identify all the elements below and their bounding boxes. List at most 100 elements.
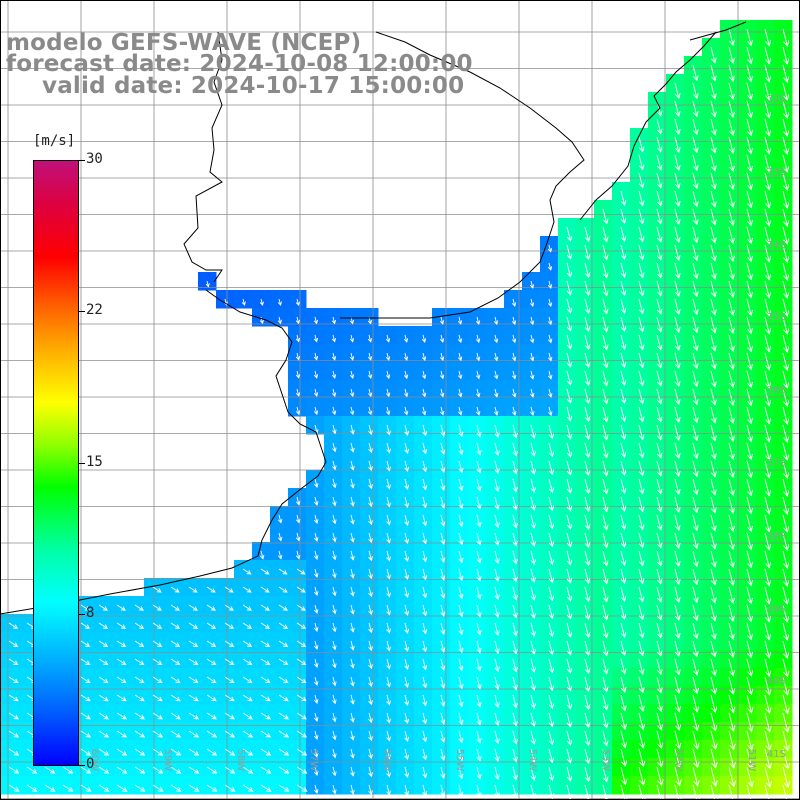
wind-arrow: [98, 712, 109, 720]
wind-arrow: [692, 604, 699, 622]
wind-arrow: [511, 298, 517, 307]
wind-arrow: [422, 514, 428, 527]
wind-arrow: [278, 676, 289, 684]
wind-arrow: [638, 532, 645, 549]
wind-arrow: [764, 622, 772, 641]
wind-arrow: [440, 640, 446, 653]
wind-arrow: [566, 622, 573, 638]
wind-arrow: [782, 370, 790, 389]
wind-arrow: [530, 514, 536, 529]
wind-arrow: [710, 298, 717, 316]
lat-label: 35S: [767, 312, 786, 323]
wind-arrow: [674, 460, 681, 477]
wind-arrow: [403, 406, 409, 416]
wind-arrow: [692, 676, 699, 695]
wind-arrow: [548, 784, 555, 800]
wind-arrow: [746, 604, 753, 623]
wind-arrow: [8, 694, 19, 702]
wind-arrow: [638, 334, 645, 351]
wind-arrow: [439, 370, 445, 380]
wind-arrow: [746, 496, 753, 515]
wind-arrow: [332, 640, 337, 651]
lat-label: 32S: [767, 94, 786, 105]
wind-arrow: [278, 694, 289, 702]
wind-arrow: [674, 172, 681, 189]
wind-arrow: [295, 514, 301, 524]
wind-arrow: [98, 622, 109, 629]
wind-arrow: [8, 766, 20, 774]
wind-arrow: [476, 784, 482, 798]
wind-arrow: [260, 748, 272, 756]
wind-arrow: [764, 514, 772, 533]
wind-arrow: [566, 424, 573, 440]
wind-arrow: [782, 514, 790, 533]
wind-arrow: [332, 694, 337, 705]
wind-arrow: [350, 622, 355, 633]
wind-arrow: [620, 532, 627, 549]
wind-arrow: [746, 586, 753, 605]
wind-arrow: [350, 550, 355, 561]
wind-arrow: [602, 352, 609, 369]
wind-arrow: [710, 478, 717, 496]
wind-arrow: [692, 244, 699, 262]
wind-arrow: [295, 496, 301, 506]
wind-arrow: [368, 712, 373, 724]
wind-arrow: [764, 478, 772, 497]
wind-arrow: [385, 406, 391, 416]
wind-arrow: [350, 496, 355, 507]
wind-arrow: [584, 550, 591, 567]
wind-arrow: [188, 658, 199, 666]
wind-arrow: [656, 190, 663, 207]
wind-arrow: [728, 208, 735, 226]
wind-arrow: [314, 622, 319, 632]
wind-arrow: [458, 712, 464, 726]
wind-arrow: [493, 334, 499, 344]
wind-arrow: [314, 532, 319, 542]
wind-arrow: [530, 586, 536, 601]
wind-arrow: [620, 190, 627, 207]
wind-arrow: [710, 550, 717, 568]
wind-arrow: [548, 676, 555, 692]
wind-arrow: [260, 568, 270, 575]
wind-arrow: [566, 442, 573, 458]
wind-arrow: [170, 658, 181, 666]
wind-arrow: [746, 676, 754, 696]
wind-arrow: [277, 298, 282, 307]
wind-arrow: [584, 532, 591, 549]
wind-arrow: [422, 496, 428, 509]
wind-arrow: [764, 82, 772, 101]
wind-arrow: [295, 370, 301, 379]
wind-arrow: [350, 568, 355, 579]
wind-arrow: [242, 712, 253, 720]
wind-arrow: [602, 370, 609, 387]
wind-arrow: [728, 604, 735, 622]
wind-arrow: [331, 352, 337, 361]
wind-arrow: [728, 712, 736, 732]
wind-arrow: [224, 658, 235, 666]
wind-arrow: [440, 442, 446, 455]
wind-arrow: [116, 622, 127, 629]
wind-arrow: [440, 694, 446, 707]
wind-arrow: [421, 334, 427, 343]
wind-arrow: [457, 352, 463, 362]
wind-arrow: [458, 478, 464, 492]
wind-arrow: [584, 622, 591, 639]
lat-label: 40S: [767, 676, 786, 687]
wind-arrow: [584, 334, 591, 351]
wind-arrow: [134, 748, 146, 756]
wind-arrow: [475, 388, 481, 398]
wind-arrow: [656, 208, 663, 225]
wind-arrow: [8, 622, 19, 629]
wind-arrow: [386, 676, 391, 688]
wind-arrow: [512, 676, 518, 691]
colorbar-tick: [79, 614, 85, 615]
wind-arrow: [764, 136, 772, 155]
wind-arrow: [260, 712, 271, 720]
wind-arrow: [602, 316, 609, 333]
wind-arrow: [277, 316, 282, 325]
wind-arrow: [638, 226, 645, 243]
wind-arrow: [206, 622, 217, 629]
wind-arrow: [764, 442, 772, 461]
wind-arrow: [746, 262, 753, 281]
wind-arrow: [332, 622, 337, 633]
